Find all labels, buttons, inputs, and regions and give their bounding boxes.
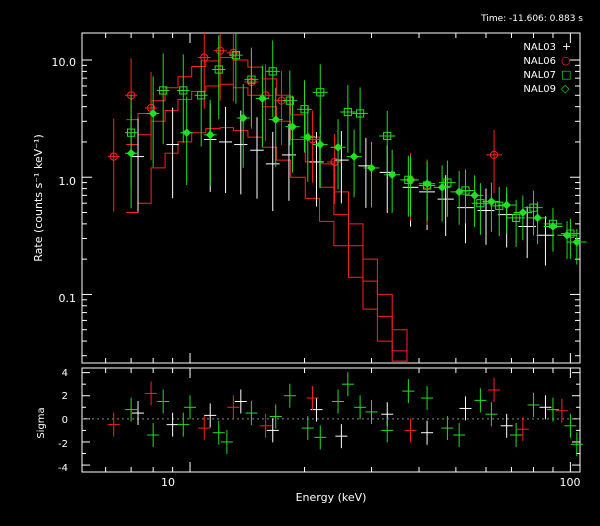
data-point-nal06	[216, 46, 225, 55]
data-point-nal07	[476, 199, 485, 208]
data-point-nal03	[340, 159, 342, 161]
legend-symbol-nal06: ○	[561, 54, 571, 67]
residual-ticks	[82, 368, 580, 472]
residual-series-nal09	[147, 386, 583, 457]
resid-tick-label-neg2: -2	[58, 439, 68, 450]
data-point-nal03	[240, 143, 242, 146]
data-point-nal03	[315, 161, 318, 163]
y-tick-label-0.1: 0.1	[59, 292, 77, 305]
data-point-nal03	[526, 225, 528, 228]
time-label: Time: -11.606: 0.883 s	[480, 14, 583, 24]
data-points	[107, 33, 587, 266]
x-axis-label: Energy (keV)	[296, 491, 367, 504]
residual-y-label: Sigma	[36, 407, 47, 438]
data-point-nal07	[214, 65, 223, 74]
data-point-nal07	[383, 131, 392, 141]
resid-tick-label-4: 4	[62, 368, 68, 379]
data-point-nal03	[544, 234, 547, 236]
data-point-nal09	[349, 152, 359, 161]
data-point-nal09	[288, 122, 297, 131]
data-point-nal07	[316, 88, 325, 97]
data-point-nal06	[489, 150, 499, 160]
data-point-nal03	[365, 165, 367, 167]
series-nal09	[125, 65, 587, 265]
data-point-nal09	[562, 230, 572, 240]
resid-tick-label-2: 2	[62, 391, 68, 402]
data-point-nal09	[422, 179, 432, 189]
data-point-nal07	[159, 86, 168, 95]
data-point-nal07	[355, 109, 365, 118]
data-point-nal07	[285, 96, 294, 105]
data-point-nal09	[406, 175, 415, 185]
residual-points	[107, 372, 583, 457]
data-point-nal09	[387, 170, 397, 180]
legend-label-nal06: NAL06	[523, 56, 556, 67]
data-point-nal06	[229, 48, 238, 57]
data-point-nal09	[533, 213, 542, 223]
resid-tick-label-neg4: -4	[58, 463, 68, 474]
data-point-nal09	[238, 113, 248, 123]
data-point-nal06	[109, 152, 118, 161]
resid-tick-label-0: 0	[62, 415, 68, 426]
data-point-nal07	[197, 91, 206, 100]
legend-symbol-nal09: ◇	[561, 82, 570, 95]
legend-symbol-nal07: □	[561, 68, 571, 81]
data-point-nal09	[333, 142, 343, 152]
data-point-nal09	[487, 197, 496, 206]
data-point-nal09	[148, 109, 158, 118]
data-point-nal07	[268, 67, 277, 76]
data-point-nal07	[247, 75, 256, 84]
data-point-nal06	[200, 53, 209, 62]
data-point-nal07	[179, 86, 188, 95]
spectrum-panel: 10.0 1.0 0.1 Rate (counts s⁻¹ keV⁻¹) NAL…	[32, 32, 587, 364]
data-point-nal09	[548, 222, 558, 231]
data-point-nal03	[172, 143, 174, 146]
y-tick-label-10: 10.0	[52, 56, 77, 69]
data-point-nal07	[231, 51, 240, 60]
residual-series-nal06	[107, 377, 568, 443]
data-point-nal07	[343, 107, 352, 117]
data-point-nal09	[367, 163, 376, 173]
data-point-nal03	[224, 141, 227, 143]
spectrum-axes-frame	[81, 32, 581, 364]
legend-symbol-nal03: +	[562, 40, 571, 53]
data-point-nal09	[182, 128, 191, 137]
legend-label-nal09: NAL09	[523, 84, 556, 95]
spectrum-ticks	[82, 33, 580, 363]
data-point-nal09	[518, 208, 528, 217]
x-tick-label-10: 10	[161, 476, 175, 489]
data-point-nal07	[495, 201, 504, 210]
y-axis-label: Rate (counts s⁻¹ keV⁻¹)	[32, 134, 45, 262]
data-point-nal09	[258, 94, 267, 103]
data-point-nal09	[271, 115, 281, 124]
data-point-nal09	[572, 237, 582, 247]
data-point-nal09	[303, 132, 313, 142]
legend-label-nal07: NAL07	[523, 70, 556, 81]
legend: NAL03 + NAL06 ○ NAL07 □ NAL09 ◇	[523, 40, 571, 95]
data-point-nal09	[470, 191, 479, 200]
residual-axes-frame	[81, 367, 581, 473]
x-tick-label-100: 100	[560, 476, 581, 489]
legend-label-nal03: NAL03	[523, 42, 556, 53]
data-point-nal03	[272, 163, 274, 165]
data-point-nal07	[443, 178, 452, 187]
data-point-nal03	[256, 149, 258, 151]
residual-series-nal07	[125, 372, 577, 450]
data-point-nal09	[437, 183, 447, 192]
residual-series-nal03	[132, 389, 552, 449]
y-tick-label-1: 1.0	[59, 175, 77, 188]
data-point-nal03	[485, 209, 487, 212]
data-point-nal03	[288, 154, 290, 156]
data-point-nal09	[315, 140, 325, 149]
data-point-nal09	[126, 148, 136, 158]
data-point-nal03	[445, 198, 447, 200]
model-curve-2	[126, 127, 408, 363]
data-point-nal09	[454, 187, 464, 197]
data-point-nal09	[205, 130, 215, 140]
data-point-nal03	[137, 155, 139, 158]
data-point-nal09	[502, 200, 511, 210]
residual-panel: 4 2 0 -2 -4 Sigma 10 100 Energy (keV)	[36, 367, 583, 504]
data-point-nal07	[512, 213, 521, 222]
